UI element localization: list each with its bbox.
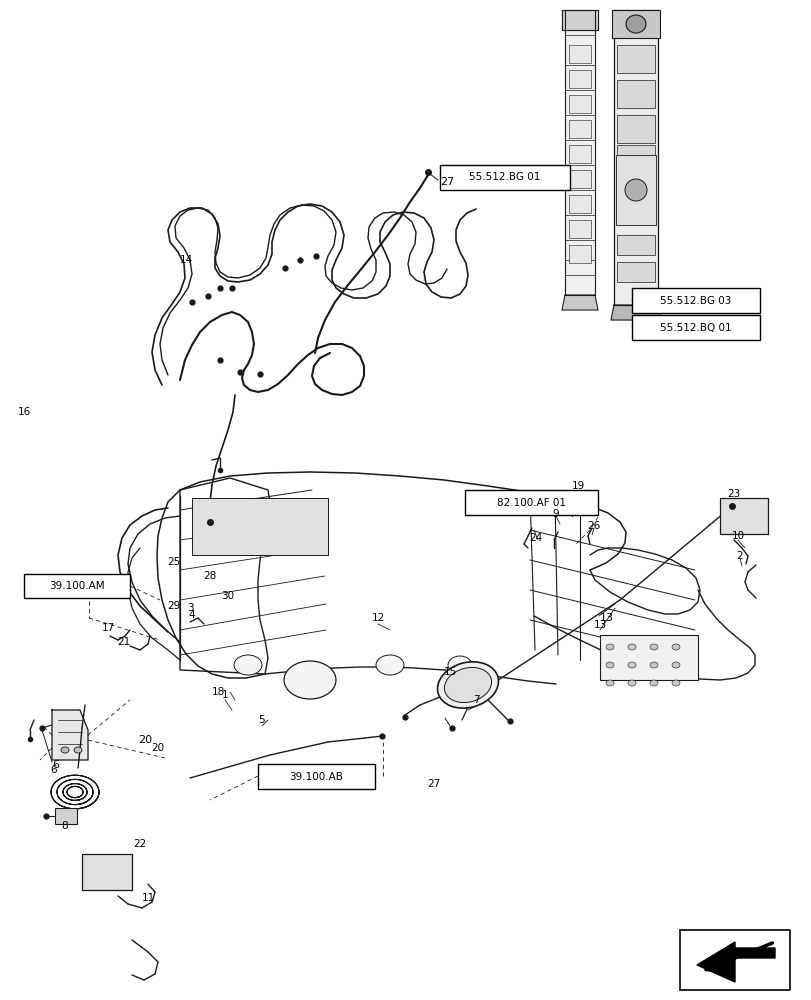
- Bar: [569, 245, 590, 263]
- Text: 6: 6: [52, 760, 59, 770]
- Bar: [55, 808, 77, 824]
- Ellipse shape: [627, 680, 635, 686]
- Text: 29: 29: [167, 601, 180, 611]
- Polygon shape: [696, 942, 774, 982]
- Text: 4: 4: [188, 610, 195, 620]
- Bar: [569, 220, 590, 238]
- Bar: [569, 195, 590, 213]
- Text: 23: 23: [727, 489, 740, 499]
- Text: 25: 25: [167, 557, 180, 567]
- Text: 10: 10: [731, 531, 744, 541]
- Ellipse shape: [627, 644, 635, 650]
- Ellipse shape: [625, 15, 646, 33]
- Ellipse shape: [605, 680, 613, 686]
- Ellipse shape: [375, 655, 404, 675]
- Text: 13: 13: [593, 620, 606, 630]
- Ellipse shape: [624, 179, 646, 201]
- Polygon shape: [610, 305, 660, 320]
- Polygon shape: [52, 710, 88, 760]
- Bar: [599, 635, 697, 680]
- Ellipse shape: [672, 644, 679, 650]
- Bar: [611, 10, 659, 38]
- Text: 17: 17: [101, 623, 114, 633]
- Text: 14: 14: [179, 255, 192, 265]
- Ellipse shape: [649, 680, 657, 686]
- Ellipse shape: [444, 667, 491, 703]
- Text: 6: 6: [50, 765, 58, 775]
- Bar: [569, 70, 590, 88]
- Bar: [616, 115, 654, 143]
- Text: 20: 20: [151, 743, 165, 753]
- Ellipse shape: [61, 747, 69, 753]
- Text: 22: 22: [133, 839, 147, 849]
- Bar: [569, 170, 590, 188]
- Bar: [719, 498, 767, 534]
- Bar: [616, 45, 654, 73]
- Ellipse shape: [437, 662, 498, 708]
- Text: 19: 19: [571, 481, 584, 491]
- Bar: [616, 145, 654, 173]
- Ellipse shape: [448, 656, 471, 674]
- Ellipse shape: [627, 662, 635, 668]
- Bar: [258, 764, 375, 789]
- Ellipse shape: [605, 662, 613, 668]
- Bar: [465, 490, 597, 515]
- Bar: [440, 165, 569, 190]
- Text: 16: 16: [17, 407, 31, 417]
- Text: 9: 9: [552, 509, 559, 519]
- Bar: [191, 498, 328, 555]
- Text: 7: 7: [472, 695, 478, 705]
- Polygon shape: [561, 10, 597, 30]
- Text: 11: 11: [141, 893, 154, 903]
- Text: 39.100.AM: 39.100.AM: [49, 581, 105, 591]
- Bar: [631, 315, 759, 340]
- Text: 1: 1: [221, 690, 228, 700]
- Polygon shape: [564, 10, 594, 295]
- Polygon shape: [613, 10, 657, 305]
- Ellipse shape: [672, 680, 679, 686]
- Text: 55.512.BQ 01: 55.512.BQ 01: [659, 322, 731, 332]
- Text: 2: 2: [736, 551, 742, 561]
- Bar: [631, 288, 759, 313]
- Text: 8: 8: [62, 821, 68, 831]
- Text: 12: 12: [371, 613, 384, 623]
- Bar: [616, 262, 654, 282]
- Text: 28: 28: [203, 571, 217, 581]
- Bar: [616, 235, 654, 255]
- Bar: [569, 120, 590, 138]
- Text: 15: 15: [443, 667, 456, 677]
- Text: 55.512.BG 03: 55.512.BG 03: [659, 296, 731, 306]
- Bar: [679, 930, 789, 990]
- Text: 55.512.BG 01: 55.512.BG 01: [469, 172, 540, 182]
- Text: 82.100.AF 01: 82.100.AF 01: [496, 497, 565, 508]
- Ellipse shape: [284, 661, 336, 699]
- Bar: [616, 155, 655, 225]
- Text: 5: 5: [259, 715, 265, 725]
- Bar: [569, 45, 590, 63]
- Text: 30: 30: [221, 591, 234, 601]
- Text: 21: 21: [118, 637, 131, 647]
- Text: 13: 13: [599, 613, 613, 623]
- Ellipse shape: [74, 747, 82, 753]
- Text: 18: 18: [211, 687, 225, 697]
- Text: 27: 27: [440, 177, 453, 187]
- Bar: [24, 574, 130, 598]
- Text: 39.100.AB: 39.100.AB: [290, 772, 343, 782]
- Ellipse shape: [649, 662, 657, 668]
- Bar: [82, 854, 132, 890]
- Ellipse shape: [649, 644, 657, 650]
- Bar: [616, 80, 654, 108]
- Ellipse shape: [605, 644, 613, 650]
- Ellipse shape: [234, 655, 262, 675]
- Text: 20: 20: [138, 735, 152, 745]
- Bar: [569, 145, 590, 163]
- Ellipse shape: [672, 662, 679, 668]
- Bar: [569, 95, 590, 113]
- Text: 27: 27: [427, 779, 440, 789]
- Text: 3: 3: [187, 603, 193, 613]
- Text: 24: 24: [529, 533, 542, 543]
- Text: 26: 26: [586, 521, 600, 531]
- Polygon shape: [561, 295, 597, 310]
